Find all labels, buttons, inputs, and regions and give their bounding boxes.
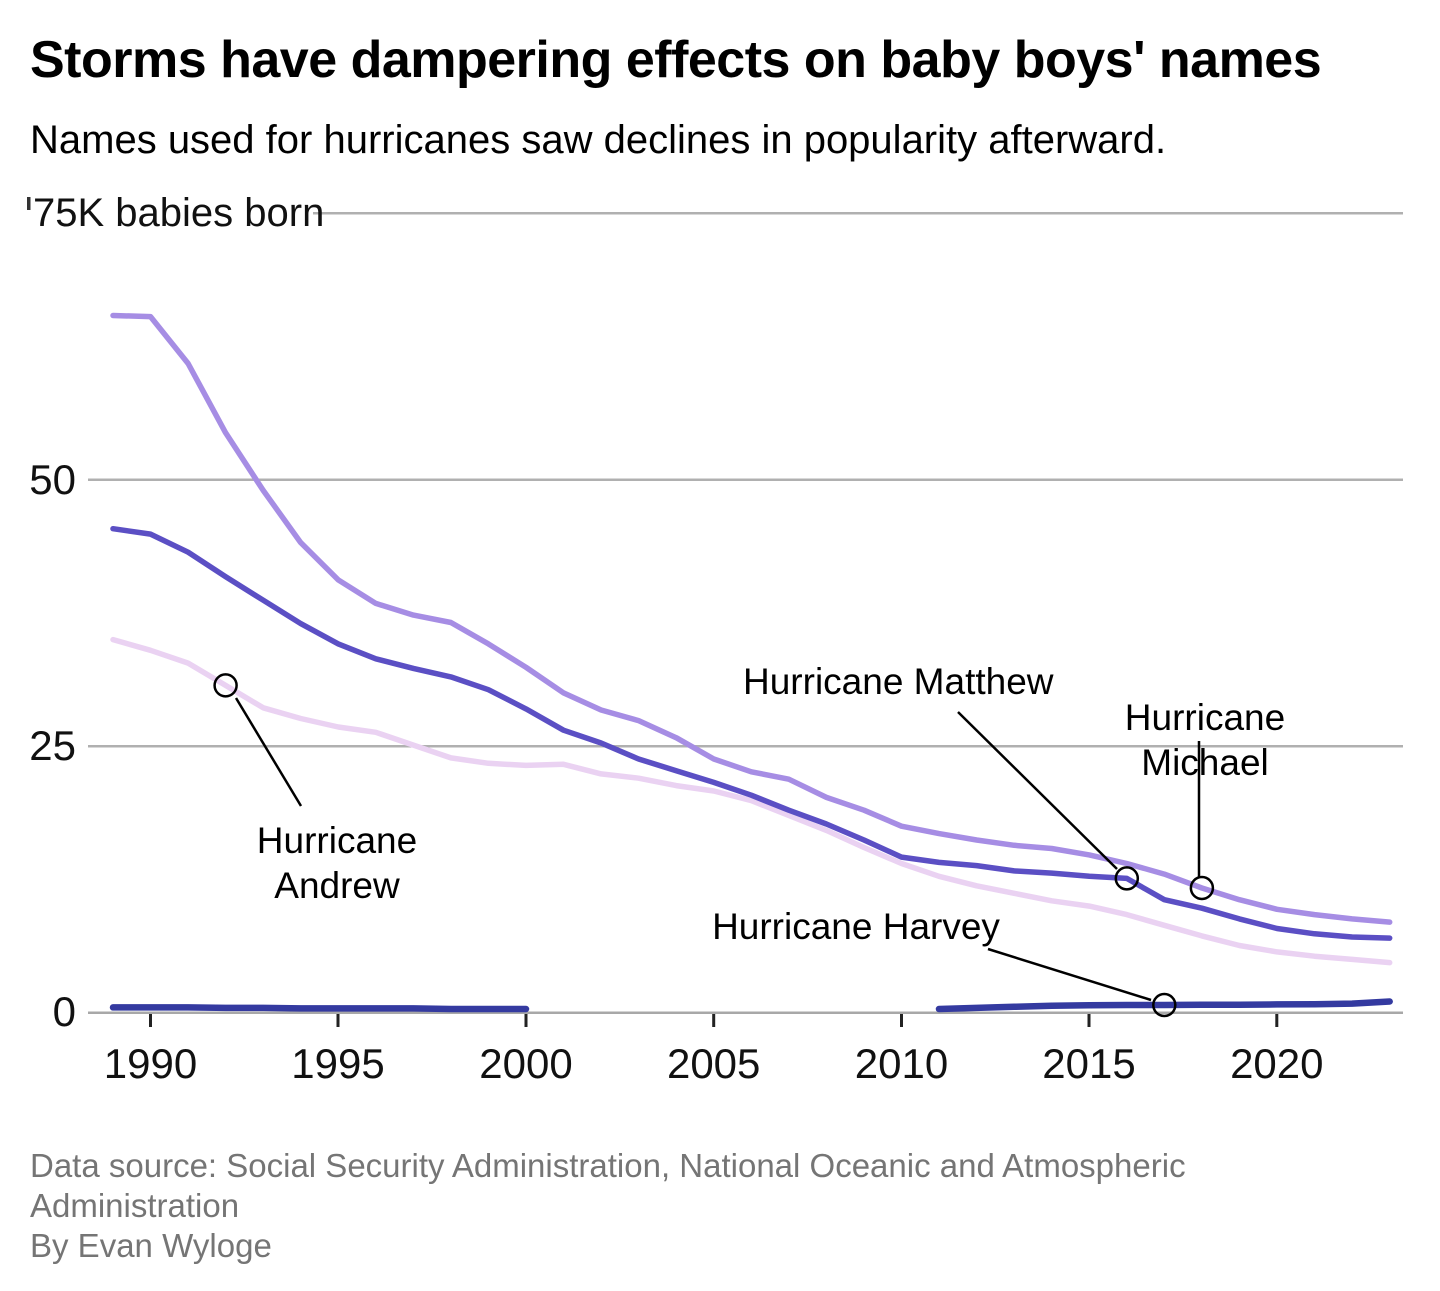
line-harvey (109, 1004, 530, 1013)
line-harvey (935, 998, 1393, 1013)
annotation-markers (213, 673, 1215, 1018)
x-label-2010: 2010 (855, 1040, 948, 1087)
x-label-2000: 2000 (479, 1040, 572, 1087)
page-subtitle: Names used for hurricanes saw declines i… (30, 118, 1167, 162)
footer: Data source: Social Security Administrat… (30, 1146, 1420, 1266)
line-michael (110, 312, 1393, 925)
page-title: Storms have dampering effects on baby bo… (30, 31, 1322, 89)
marker-hurricane-matthew (1114, 866, 1140, 891)
byline: By Evan Wyloge (30, 1227, 272, 1264)
leader-matthew (957, 711, 1118, 870)
gridlines (88, 211, 1403, 1014)
series-harvey (109, 998, 1393, 1013)
x-label-2005: 2005 (667, 1040, 760, 1087)
data-source-line1: Data source: Social Security Administrat… (30, 1147, 1186, 1184)
line-matthew (110, 525, 1393, 941)
marker-hurricane-harvey (1152, 992, 1177, 1018)
annotation-hurricane-harvey: Hurricane Harvey (712, 906, 1000, 947)
y-label-0: 0 (53, 988, 76, 1035)
data-source-line2: Administration (30, 1187, 240, 1224)
y-label-25: 25 (29, 722, 76, 769)
marker-hurricane-andrew (213, 673, 238, 698)
x-label-1990: 1990 (104, 1040, 197, 1087)
marker-hurricane-michael (1189, 875, 1215, 901)
x-label-2020: 2020 (1230, 1040, 1323, 1087)
y-label-50: 50 (29, 456, 76, 503)
leader-andrew (234, 697, 303, 807)
series-michael (110, 312, 1393, 925)
annotation-hurricane-michael: Hurricane Michael (1124, 697, 1286, 783)
x-label-1995: 1995 (291, 1040, 384, 1087)
series-matthew (110, 525, 1393, 941)
x-axis-labels: 1990 1995 2000 2005 2010 2015 2020 (104, 1040, 1324, 1087)
annotation-hurricane-matthew: Hurricane Matthew (743, 661, 1054, 702)
leader-harvey (987, 947, 1152, 1002)
line-andrew (110, 636, 1393, 966)
series-andrew (110, 636, 1393, 966)
x-axis-ticks (149, 1014, 1279, 1027)
annotation-hurricane-andrew: Hurricane Andrew (256, 820, 418, 906)
y-axis-labels: 75K babies born 50 25 0 (29, 191, 324, 1035)
annotation-leaders (234, 697, 1201, 1002)
x-label-2015: 2015 (1042, 1040, 1135, 1087)
y-label-75k: 75K babies born (33, 191, 324, 235)
y-axis-top-tick (27, 197, 31, 210)
